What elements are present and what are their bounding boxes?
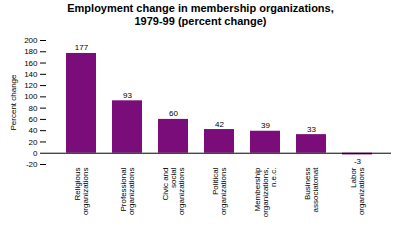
svg-text:33: 33 bbox=[307, 125, 316, 134]
svg-text:60: 60 bbox=[169, 110, 178, 119]
svg-text:180: 180 bbox=[24, 48, 38, 57]
html-text:Employment change in membershi: Employment change in membership organiza… bbox=[67, 2, 334, 28]
svg-text:Businessassociatonat: Businessassociatonat bbox=[303, 167, 320, 213]
svg-text:Membershiporganizations,n.e.c.: Membershiporganizations,n.e.c. bbox=[253, 167, 278, 217]
svg-text:93: 93 bbox=[123, 91, 132, 100]
svg-text:39: 39 bbox=[261, 122, 270, 131]
svg-text:Labororganizations: Labororganizations bbox=[349, 168, 366, 216]
svg-text:20: 20 bbox=[29, 138, 38, 147]
svg-text:-3: -3 bbox=[354, 157, 362, 166]
svg-text:Politicalorganizations: Politicalorganizations bbox=[211, 168, 228, 216]
svg-text:42: 42 bbox=[215, 120, 224, 129]
svg-text:80: 80 bbox=[29, 104, 38, 113]
svg-text:177: 177 bbox=[75, 44, 89, 53]
svg-text:100: 100 bbox=[24, 93, 38, 102]
svg-text:Civic andsocialorganizations: Civic andsocialorganizations bbox=[161, 168, 186, 216]
svg-text:0: 0 bbox=[33, 149, 38, 158]
svg-text:160: 160 bbox=[24, 59, 38, 68]
svg-text:40: 40 bbox=[29, 127, 38, 136]
svg-text:Percent change: Percent change bbox=[9, 74, 18, 131]
svg-text:Professionalorganizations: Professionalorganizations bbox=[119, 168, 136, 216]
svg-text:Religiousorganizations: Religiousorganizations bbox=[73, 168, 90, 216]
svg-text:140: 140 bbox=[24, 70, 38, 79]
svg-text:60: 60 bbox=[29, 115, 38, 124]
svg-text:120: 120 bbox=[24, 82, 38, 91]
svg-text:-20: -20 bbox=[26, 160, 38, 169]
svg-text:200: 200 bbox=[24, 36, 38, 45]
